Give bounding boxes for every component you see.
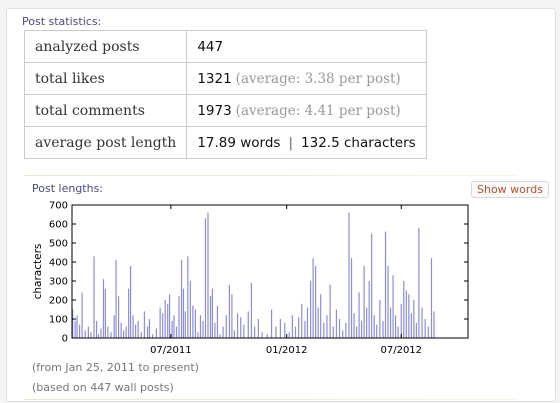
y-tick-label: 400 xyxy=(49,258,68,269)
post-statistics-table: analyzed posts 447 total likes 1321 (aver… xyxy=(23,30,427,159)
sample-size-note: (based on 447 wall posts) xyxy=(32,381,174,394)
y-tick-label: 0 xyxy=(62,334,68,345)
y-axis-label: characters xyxy=(32,244,44,300)
post-lengths-title: Post lengths: xyxy=(32,182,104,195)
total-comments-value: 1973 (average: 4.41 per post) xyxy=(186,94,427,127)
total-likes-label: total likes xyxy=(23,62,188,95)
date-range-note: (from Jan 25, 2011 to present) xyxy=(32,361,199,374)
average-characters: 132.5 characters xyxy=(301,134,416,151)
average-post-length-label: average post length xyxy=(23,126,188,159)
total-likes-average: (average: 3.38 per post) xyxy=(235,70,401,87)
plot-frame xyxy=(71,204,469,339)
bottom-divider xyxy=(24,399,518,400)
table-row: total comments 1973 (average: 4.41 per po… xyxy=(23,94,427,127)
x-tick-label: 01/2012 xyxy=(266,345,308,356)
y-tick-label: 300 xyxy=(49,277,68,288)
y-tick-label: 200 xyxy=(49,296,68,307)
show-words-button[interactable]: Show words xyxy=(471,181,549,198)
average-words: 17.89 words xyxy=(197,134,281,151)
post-statistics-title: Post statistics: xyxy=(22,15,102,28)
total-comments-count: 1973 xyxy=(197,102,232,119)
length-separator: | xyxy=(288,134,294,151)
y-tick-label: 100 xyxy=(49,315,68,326)
table-row: total likes 1321 (average: 3.38 per post) xyxy=(23,62,427,95)
average-post-length-value: 17.89 words | 132.5 characters xyxy=(186,126,427,159)
x-tick-label: 07/2012 xyxy=(380,345,422,356)
analyzed-posts-count: 447 xyxy=(197,38,224,55)
x-tick-label: 07/2011 xyxy=(150,345,192,356)
y-tick-label: 600 xyxy=(49,220,68,231)
y-tick-label: 500 xyxy=(49,239,68,250)
total-likes-count: 1321 xyxy=(197,70,232,87)
table-row: average post length 17.89 words | 132.5 ch… xyxy=(23,126,427,159)
total-comments-average: (average: 4.41 per post) xyxy=(235,102,401,119)
y-tick-label: 700 xyxy=(49,201,68,212)
total-likes-value: 1321 (average: 3.38 per post) xyxy=(186,62,427,95)
section-divider xyxy=(24,175,518,176)
analyzed-posts-label: analyzed posts xyxy=(23,30,188,63)
